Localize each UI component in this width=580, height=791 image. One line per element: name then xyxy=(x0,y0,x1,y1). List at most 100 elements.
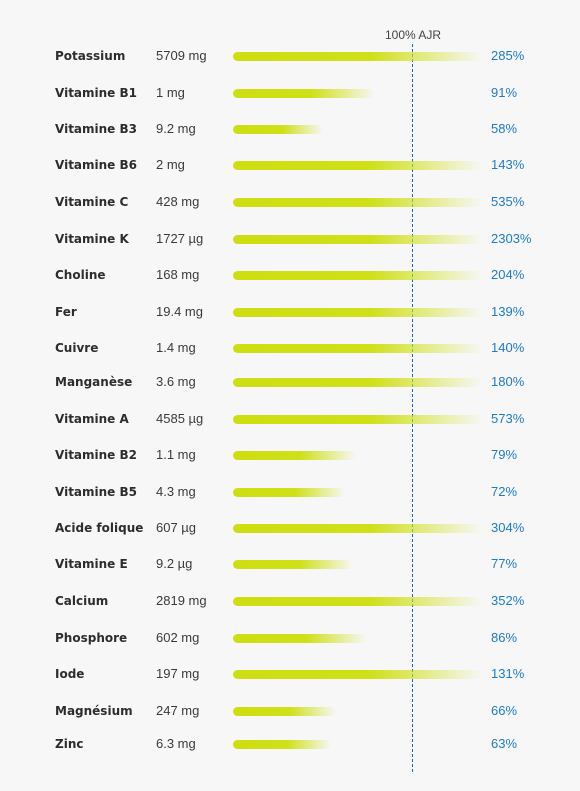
nutrient-label: Vitamine C xyxy=(55,195,129,209)
chart-row: Phosphore 602 mg 86% xyxy=(0,629,580,649)
amount-label: 6.3 mg xyxy=(156,736,196,751)
amount-label: 1.4 mg xyxy=(156,340,196,355)
chart-row: Vitamine B5 4.3 mg 72% xyxy=(0,483,580,503)
chart-row: Vitamine B3 9.2 mg 58% xyxy=(0,120,580,140)
amount-label: 247 mg xyxy=(156,703,200,718)
amount-label: 3.6 mg xyxy=(156,374,196,389)
percent-label: 204% xyxy=(491,267,525,282)
value-bar xyxy=(233,125,324,134)
chart-row: Cuivre 1.4 mg 140% xyxy=(0,339,580,359)
value-bar xyxy=(233,560,353,569)
amount-label: 1727 µg xyxy=(156,231,204,246)
percent-label: 91% xyxy=(491,85,518,100)
value-bar xyxy=(233,707,336,716)
amount-label: 602 mg xyxy=(156,630,200,645)
amount-label: 9.2 µg xyxy=(156,556,193,571)
percent-label: 86% xyxy=(491,630,518,645)
chart-row: Vitamine E 9.2 µg 77% xyxy=(0,555,580,575)
value-bar xyxy=(233,415,483,424)
amount-label: 607 µg xyxy=(156,520,197,535)
amount-label: 5709 mg xyxy=(156,48,207,63)
value-bar xyxy=(233,488,346,497)
percent-label: 66% xyxy=(491,703,518,718)
amount-label: 2819 mg xyxy=(156,593,207,608)
amount-label: 4585 µg xyxy=(156,411,204,426)
value-bar xyxy=(233,344,483,353)
reference-label: 100% AJR xyxy=(384,28,442,42)
nutrient-label: Vitamine B5 xyxy=(55,485,137,499)
chart-row: Fer 19.4 mg 139% xyxy=(0,303,580,323)
value-bar xyxy=(233,378,483,387)
percent-label: 2303% xyxy=(491,231,532,246)
chart-row: Manganèse 3.6 mg 180% xyxy=(0,373,580,393)
amount-label: 2 mg xyxy=(156,157,185,172)
nutrient-label: Fer xyxy=(55,305,77,319)
value-bar xyxy=(233,597,483,606)
amount-label: 19.4 mg xyxy=(156,304,203,319)
chart-row: Acide folique 607 µg 304% xyxy=(0,519,580,539)
percent-label: 79% xyxy=(491,447,518,462)
chart-row: Zinc 6.3 mg 63% xyxy=(0,735,580,755)
nutrient-label: Manganèse xyxy=(55,375,133,389)
nutrient-label: Vitamine E xyxy=(55,557,128,571)
amount-label: 4.3 mg xyxy=(156,484,196,499)
amount-label: 9.2 mg xyxy=(156,121,196,136)
nutrient-label: Vitamine B2 xyxy=(55,448,137,462)
nutrient-label: Iode xyxy=(55,667,85,681)
percent-label: 535% xyxy=(491,194,525,209)
percent-label: 140% xyxy=(491,340,525,355)
value-bar xyxy=(233,740,332,749)
value-bar xyxy=(233,634,367,643)
reference-line xyxy=(412,44,413,772)
percent-label: 58% xyxy=(491,121,518,136)
percent-label: 72% xyxy=(491,484,518,499)
chart-row: Calcium 2819 mg 352% xyxy=(0,592,580,612)
value-bar xyxy=(233,89,375,98)
nutrient-label: Vitamine B3 xyxy=(55,122,137,136)
value-bar xyxy=(233,52,483,61)
amount-label: 197 mg xyxy=(156,666,200,681)
nutrient-label: Vitamine B1 xyxy=(55,86,137,100)
value-bar xyxy=(233,198,483,207)
percent-label: 131% xyxy=(491,666,525,681)
chart-row: Vitamine B1 1 mg 91% xyxy=(0,84,580,104)
percent-label: 63% xyxy=(491,736,518,751)
chart-row: Vitamine A 4585 µg 573% xyxy=(0,410,580,430)
value-bar xyxy=(233,271,483,280)
nutrient-label: Magnésium xyxy=(55,704,133,718)
value-bar xyxy=(233,235,483,244)
amount-label: 428 mg xyxy=(156,194,200,209)
nutrient-label: Vitamine B6 xyxy=(55,158,137,172)
percent-label: 77% xyxy=(491,556,518,571)
percent-label: 573% xyxy=(491,411,525,426)
value-bar xyxy=(233,161,483,170)
chart-row: Potassium 5709 mg 285% xyxy=(0,47,580,67)
chart-row: Choline 168 mg 204% xyxy=(0,266,580,286)
nutrient-label: Calcium xyxy=(55,594,109,608)
nutrient-label: Vitamine K xyxy=(55,232,129,246)
chart-row: Vitamine B6 2 mg 143% xyxy=(0,156,580,176)
chart-row: Vitamine C 428 mg 535% xyxy=(0,193,580,213)
percent-label: 139% xyxy=(491,304,525,319)
percent-label: 143% xyxy=(491,157,525,172)
value-bar xyxy=(233,308,483,317)
nutrient-label: Potassium xyxy=(55,49,126,63)
chart-row: Vitamine B2 1.1 mg 79% xyxy=(0,446,580,466)
chart-row: Magnésium 247 mg 66% xyxy=(0,702,580,722)
value-bar xyxy=(233,524,483,533)
chart-row: Iode 197 mg 131% xyxy=(0,665,580,685)
percent-label: 304% xyxy=(491,520,525,535)
percent-label: 180% xyxy=(491,374,525,389)
percent-label: 285% xyxy=(491,48,525,63)
percent-label: 352% xyxy=(491,593,525,608)
value-bar xyxy=(233,670,483,679)
nutrient-label: Vitamine A xyxy=(55,412,129,426)
chart-row: Vitamine K 1727 µg 2303% xyxy=(0,230,580,250)
nutrient-label: Cuivre xyxy=(55,341,99,355)
nutrient-label: Choline xyxy=(55,268,106,282)
amount-label: 1.1 mg xyxy=(156,447,196,462)
amount-label: 1 mg xyxy=(156,85,185,100)
value-bar xyxy=(233,451,357,460)
nutrient-label: Acide folique xyxy=(55,521,144,535)
